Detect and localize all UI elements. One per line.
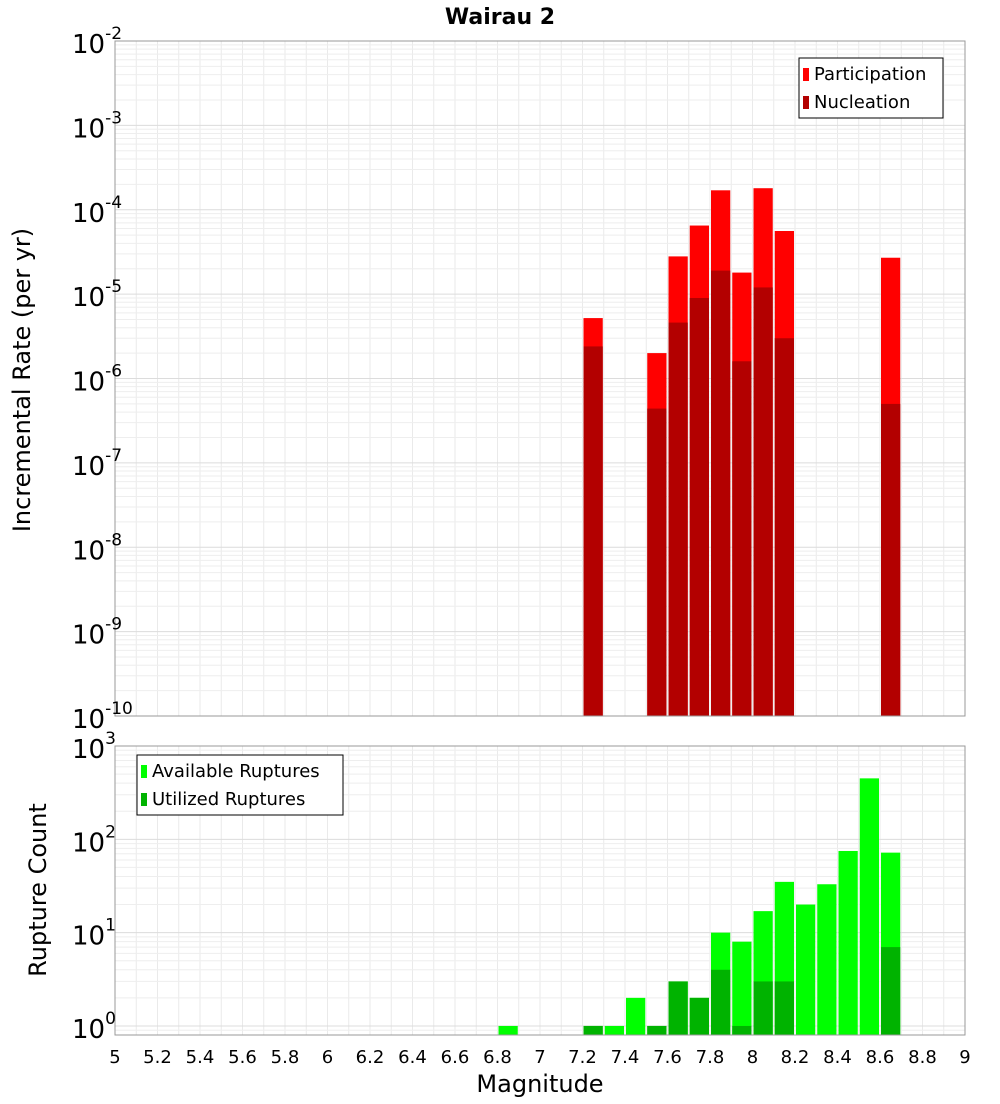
x-tick-label: 6.4 xyxy=(398,1047,427,1068)
bar-secondary xyxy=(881,947,901,1035)
y-tick-label: 103 xyxy=(72,729,116,765)
x-tick-label: 6.8 xyxy=(483,1047,512,1068)
bar-primary xyxy=(732,941,752,1035)
y-tick-label: 10-10 xyxy=(72,699,133,735)
legend-entry: Available Ruptures xyxy=(152,761,320,782)
chart-title: Wairau 2 xyxy=(445,5,555,30)
bar-secondary xyxy=(668,322,688,716)
y-tick-label: 10-6 xyxy=(72,362,122,398)
legend-swatch xyxy=(141,765,147,778)
plot-frame xyxy=(114,40,966,717)
y-tick-label: 100 xyxy=(72,1009,116,1045)
y-tick-label: 101 xyxy=(72,916,116,952)
legend-entry: Participation xyxy=(814,64,926,85)
plots-layer: 10-10 10-9 10-8 10-7 10-6 10-5 10-4 10-3 10-2 Par… xyxy=(72,24,971,1068)
y-tick-label: 10-8 xyxy=(72,530,122,566)
bar-secondary xyxy=(732,361,752,716)
bar-secondary xyxy=(711,270,731,716)
legend-entry: Nucleation xyxy=(814,92,910,113)
legend: Available Ruptures Utilized Ruptures xyxy=(136,754,344,816)
x-tick-label: 6 xyxy=(322,1047,333,1068)
bar-secondary xyxy=(689,997,709,1035)
x-tick-label: 9 xyxy=(959,1047,970,1068)
x-tick-label: 8.4 xyxy=(823,1047,852,1068)
legend-entry: Utilized Ruptures xyxy=(152,789,305,810)
y-tick-label: 10-3 xyxy=(72,108,122,144)
x-tick-label: 5 xyxy=(109,1047,120,1068)
y-tick-label: 10-7 xyxy=(72,446,122,482)
legend-swatch xyxy=(141,793,147,806)
x-tick-label: 7 xyxy=(534,1047,545,1068)
plot-panel-1: 10-10 10-9 10-8 10-7 10-6 10-5 10-4 10-3 10-2 Par… xyxy=(72,24,966,735)
x-tick-label: 7.2 xyxy=(568,1047,597,1068)
bar-secondary xyxy=(583,1025,603,1035)
legend-box xyxy=(798,57,944,119)
plot-frame xyxy=(114,745,966,1036)
y-tick-label: 10-5 xyxy=(72,277,122,313)
y-tick-label: 102 xyxy=(72,822,116,858)
x-axis-label: Magnitude xyxy=(476,1070,603,1098)
x-tick-label: 8 xyxy=(747,1047,758,1068)
bar-primary xyxy=(817,884,837,1035)
x-tick-label: 8.6 xyxy=(866,1047,895,1068)
x-tick-label: 7.6 xyxy=(653,1047,682,1068)
bar-primary xyxy=(498,1025,518,1035)
x-tick-label: 5.6 xyxy=(228,1047,257,1068)
plot-panel-2: 100 101 102 103 5 5.2 5.4 5.6 5.8 6 6.2 6.4 6.6 6.8 7 7… xyxy=(72,729,971,1068)
bar-primary xyxy=(859,778,879,1035)
legend: Participation Nucleation xyxy=(798,57,944,119)
bar-secondary xyxy=(774,338,794,716)
legend-swatch xyxy=(803,68,809,81)
bar-secondary xyxy=(753,981,773,1035)
x-tick-label: 8.2 xyxy=(781,1047,810,1068)
bar-secondary xyxy=(668,981,688,1035)
bar-secondary xyxy=(753,287,773,716)
bottom-y-axis-label: Rupture Count xyxy=(24,803,52,977)
x-tick-label: 7.4 xyxy=(611,1047,640,1068)
x-tick-label: 5.2 xyxy=(143,1047,172,1068)
bar-secondary xyxy=(774,981,794,1035)
bar-primary xyxy=(626,997,646,1035)
bar-secondary xyxy=(732,1025,752,1035)
legend-box xyxy=(136,754,344,816)
bar-secondary xyxy=(689,297,709,716)
top-y-axis-label: Incremental Rate (per yr) xyxy=(8,228,36,532)
x-tick-label: 8.8 xyxy=(908,1047,937,1068)
x-tick-label: 6.6 xyxy=(441,1047,470,1068)
bar-secondary xyxy=(711,969,731,1035)
bar-primary xyxy=(796,904,816,1035)
y-tick-label: 10-9 xyxy=(72,615,122,651)
bar-primary xyxy=(838,850,858,1035)
x-tick-label: 6.2 xyxy=(356,1047,385,1068)
x-tick-label: 7.8 xyxy=(696,1047,725,1068)
y-tick-label: 10-2 xyxy=(72,24,122,60)
bar-secondary xyxy=(647,408,667,716)
x-tick-label: 5.4 xyxy=(186,1047,215,1068)
bar-secondary xyxy=(647,1025,667,1035)
legend-swatch xyxy=(803,96,809,109)
bar-secondary xyxy=(583,346,603,716)
bar-secondary xyxy=(881,403,901,716)
bar-primary xyxy=(604,1025,624,1035)
y-tick-label: 10-4 xyxy=(72,193,122,229)
x-tick-label: 5.8 xyxy=(271,1047,300,1068)
